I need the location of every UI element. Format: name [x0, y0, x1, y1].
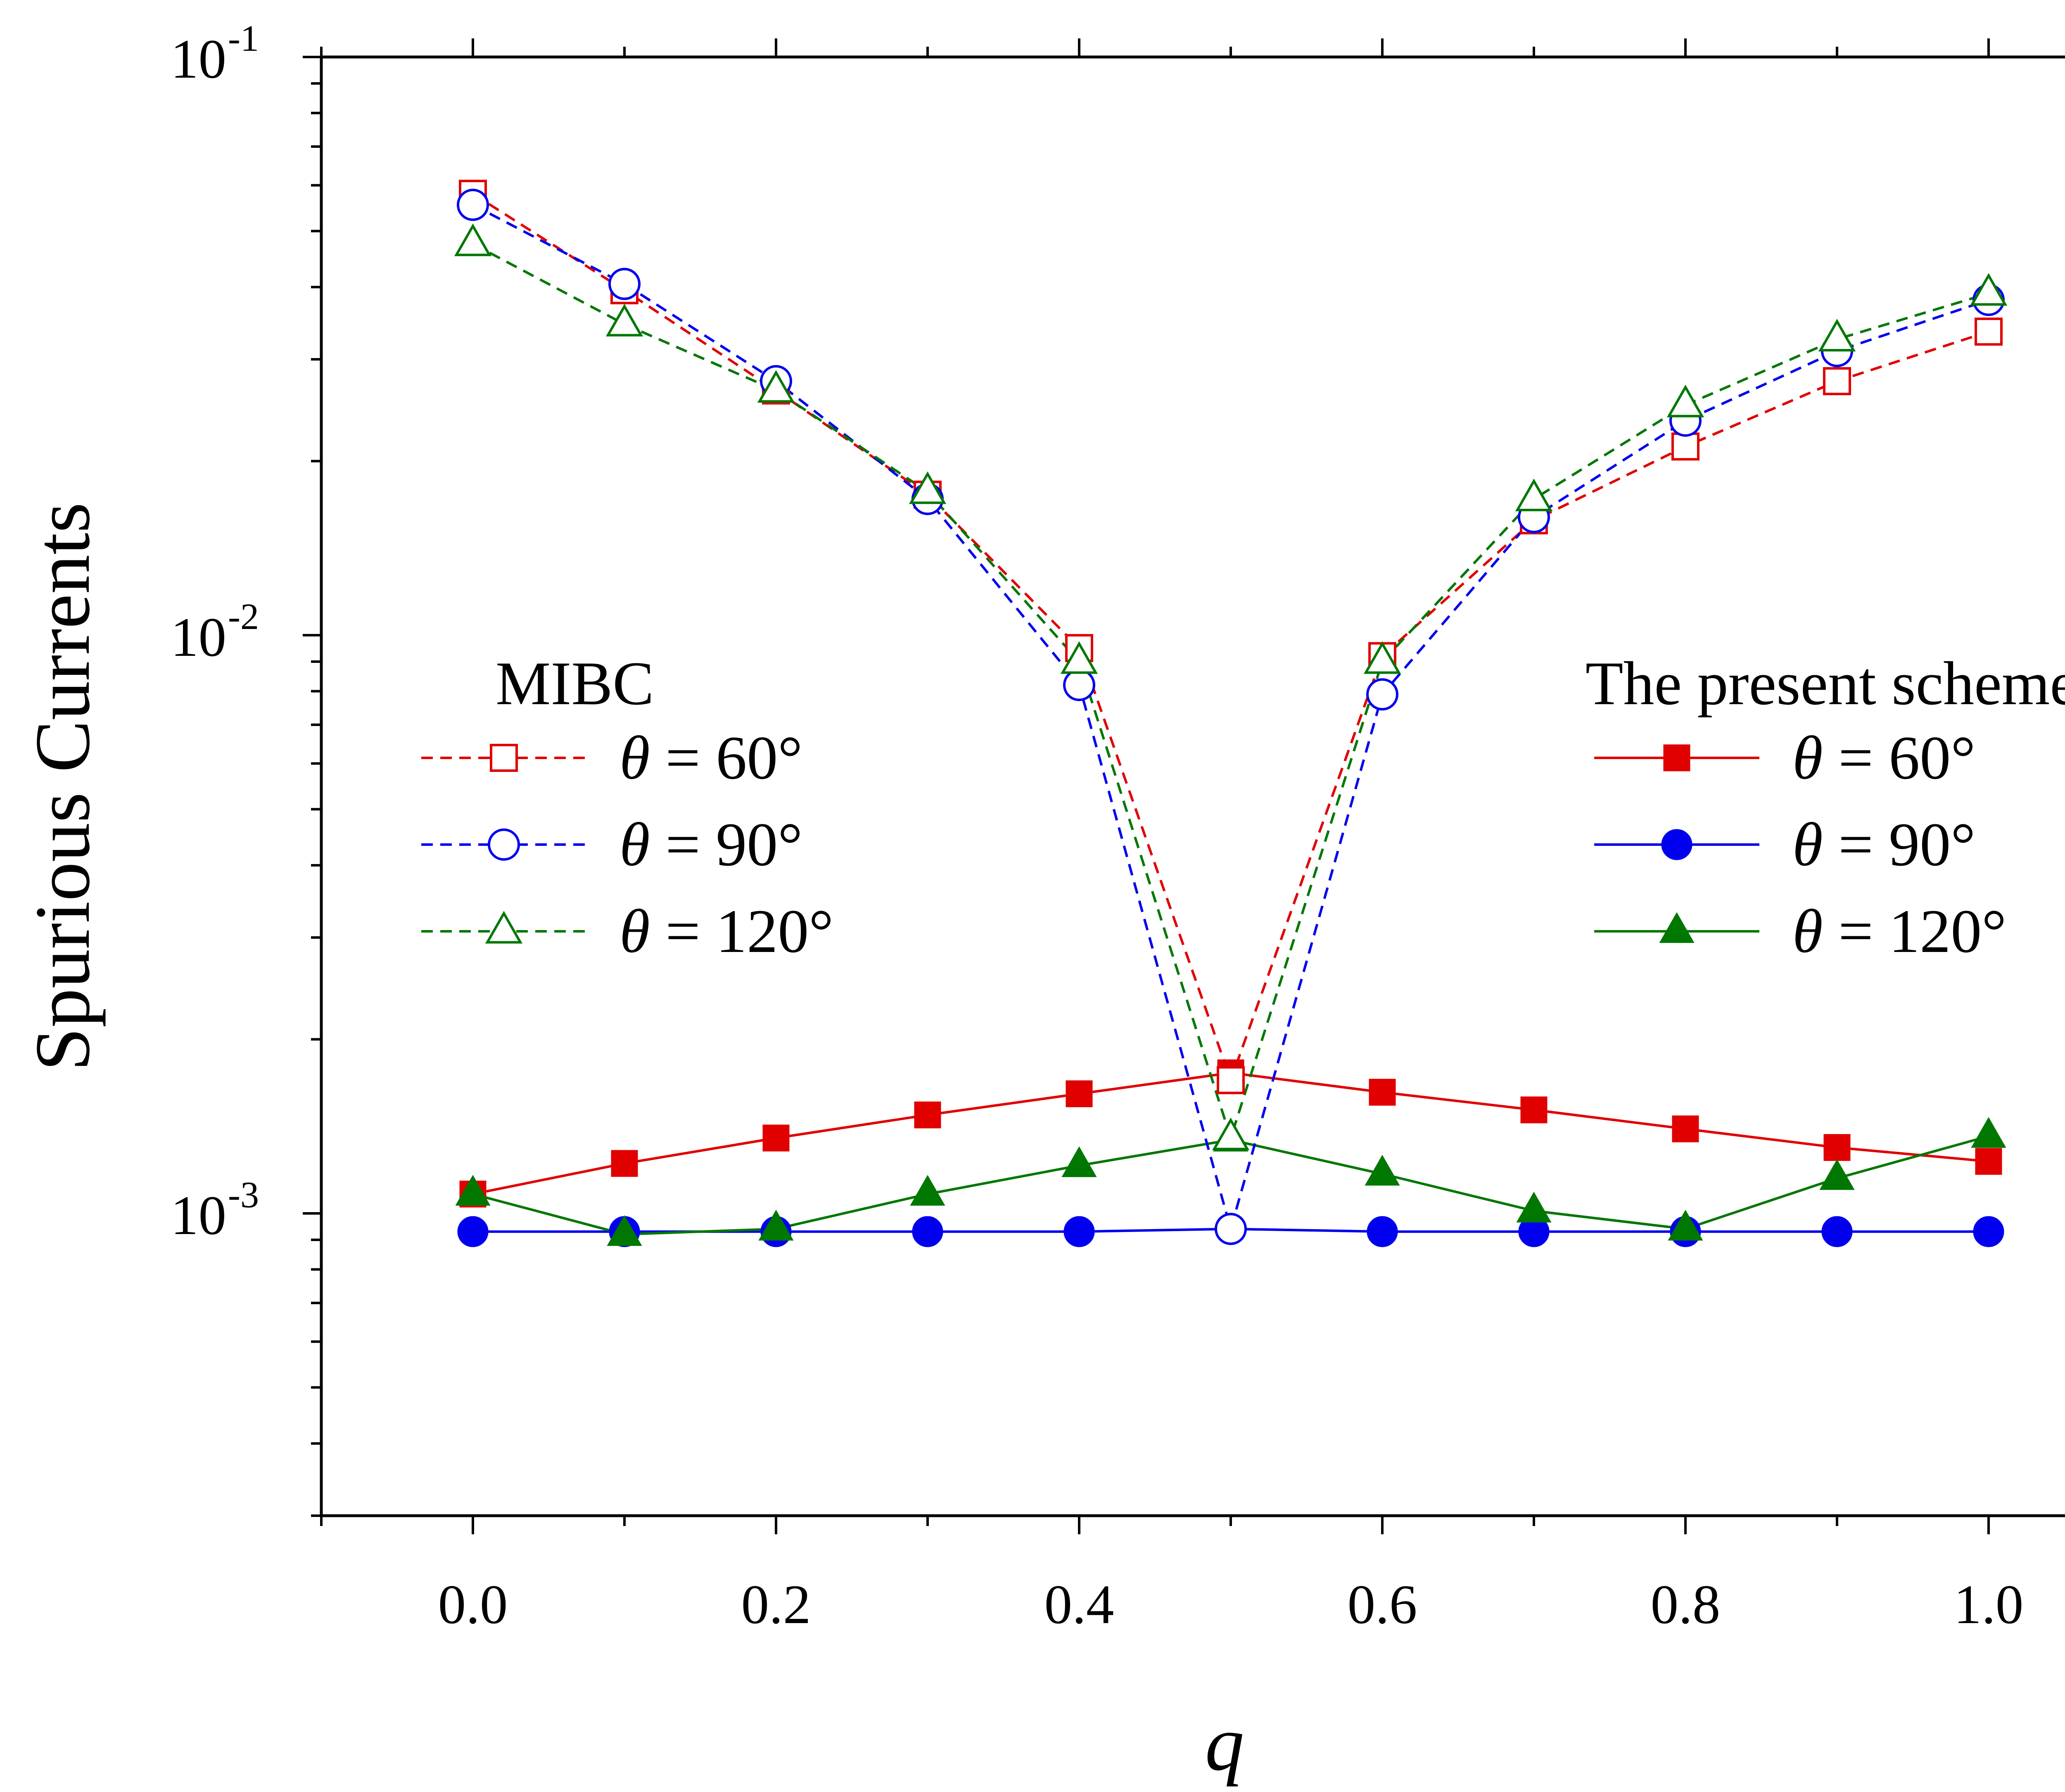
data-point-mibc-triangle	[605, 304, 643, 337]
y-tick-exponent: -2	[228, 596, 259, 637]
legend-title: The present scheme	[1586, 649, 2065, 718]
data-point-present-circle	[912, 1216, 943, 1247]
x-tick-label: 1.0	[1954, 1574, 2024, 1635]
data-point-present-square	[1520, 1096, 1548, 1123]
legend-item: θ = 90°	[1594, 810, 1975, 879]
x-tick-label: 0.0	[438, 1574, 508, 1635]
data-point-mibc-triangle	[1060, 641, 1098, 674]
data-point-mibc-triangle	[1970, 273, 2008, 306]
y-tick-label: 10 -1	[171, 18, 259, 90]
data-point-present-circle	[1821, 1216, 1853, 1247]
data-point-mibc-square	[1975, 317, 2003, 346]
y-axis-title: Spurious Currents	[19, 502, 106, 1071]
legend-marker	[1661, 829, 1692, 860]
legend-label: θ = 120°	[620, 897, 833, 966]
data-point-present-triangle	[758, 1210, 794, 1241]
series-line-mibc-circle	[472, 204, 1989, 1234]
plot-markers	[454, 180, 2008, 1247]
y-tick-base: 10	[171, 607, 226, 668]
data-point-present-square	[1823, 1134, 1851, 1161]
data-point-present-triangle	[910, 1175, 945, 1206]
data-point-present-square	[1066, 1080, 1093, 1107]
data-point-present-circle	[1973, 1216, 2004, 1247]
data-point-present-square	[1975, 1148, 2002, 1175]
data-point-mibc-square	[1823, 367, 1851, 395]
data-point-present-circle	[1367, 1216, 1398, 1247]
x-tick-label: 0.6	[1348, 1574, 1417, 1635]
legend-marker	[488, 828, 520, 861]
data-point-present-triangle	[1668, 1210, 1703, 1241]
legend-marker	[1659, 912, 1695, 943]
data-point-mibc-square	[1671, 432, 1699, 461]
data-point-present-square	[914, 1101, 941, 1129]
data-point-present-square	[1369, 1079, 1396, 1106]
y-tick-labels: 10-110-210-3	[171, 18, 259, 1246]
data-point-present-triangle	[1819, 1159, 1855, 1190]
data-point-mibc-circle	[1215, 1213, 1247, 1245]
legend-item: θ = 60°	[421, 724, 802, 792]
data-point-present-triangle	[455, 1175, 491, 1206]
legend-label: θ = 60°	[620, 724, 802, 792]
data-point-mibc-triangle	[757, 370, 795, 403]
legend-marker	[490, 744, 518, 772]
legend-marker	[485, 911, 523, 944]
data-point-mibc-triangle	[1212, 1118, 1250, 1151]
x-tick-label: 0.2	[741, 1574, 811, 1635]
legend-item: θ = 120°	[421, 897, 833, 966]
y-tick-label: 10 -2	[171, 596, 259, 668]
data-point-present-triangle	[1516, 1192, 1552, 1223]
data-point-mibc-square	[1217, 1066, 1245, 1094]
legend-marker	[1663, 744, 1690, 771]
data-point-mibc-circle	[608, 268, 641, 300]
legend-label: θ = 90°	[1792, 810, 1975, 879]
data-point-present-triangle	[1061, 1146, 1097, 1177]
data-point-mibc-triangle	[1515, 478, 1553, 511]
data-point-present-triangle	[1365, 1155, 1400, 1186]
y-tick-exponent: -3	[228, 1175, 259, 1215]
legend-label: θ = 60°	[1792, 724, 1975, 792]
data-point-present-triangle	[1971, 1117, 2006, 1148]
data-point-mibc-circle	[457, 188, 489, 221]
data-point-mibc-triangle	[454, 223, 492, 256]
legend-label: θ = 120°	[1792, 897, 2006, 966]
legend-item: θ = 90°	[421, 810, 802, 879]
data-point-mibc-triangle	[1666, 385, 1704, 418]
y-tick-base: 10	[171, 1185, 226, 1246]
data-point-present-circle	[457, 1216, 489, 1247]
data-point-mibc-triangle	[1363, 641, 1401, 674]
data-point-mibc-circle	[1063, 669, 1095, 701]
legend-title: MIBC	[496, 649, 654, 718]
axis-ticks	[303, 38, 1990, 1534]
y-tick-label: 10 -3	[171, 1175, 259, 1246]
data-point-mibc-circle	[1366, 678, 1398, 711]
x-tick-label: 0.4	[1044, 1574, 1114, 1635]
data-point-present-square	[611, 1150, 638, 1177]
data-point-mibc-triangle	[909, 471, 947, 504]
legend-item: θ = 120°	[1594, 897, 2006, 966]
x-axis-title: q	[1205, 1700, 1244, 1787]
legend-label: θ = 90°	[620, 810, 802, 879]
data-point-mibc-triangle	[1818, 318, 1856, 351]
x-tick-label: 0.8	[1651, 1574, 1721, 1635]
data-point-present-circle	[1063, 1216, 1095, 1247]
x-tick-labels: 0.0 0.2 0.4 0.6 0.8 1.0	[438, 1574, 2024, 1635]
data-point-present-square	[762, 1125, 790, 1152]
legend-item: θ = 60°	[1594, 724, 1975, 792]
y-tick-base: 10	[171, 28, 226, 90]
y-tick-exponent: -1	[228, 18, 259, 59]
data-point-present-square	[1672, 1115, 1699, 1142]
data-point-present-triangle	[607, 1215, 642, 1246]
